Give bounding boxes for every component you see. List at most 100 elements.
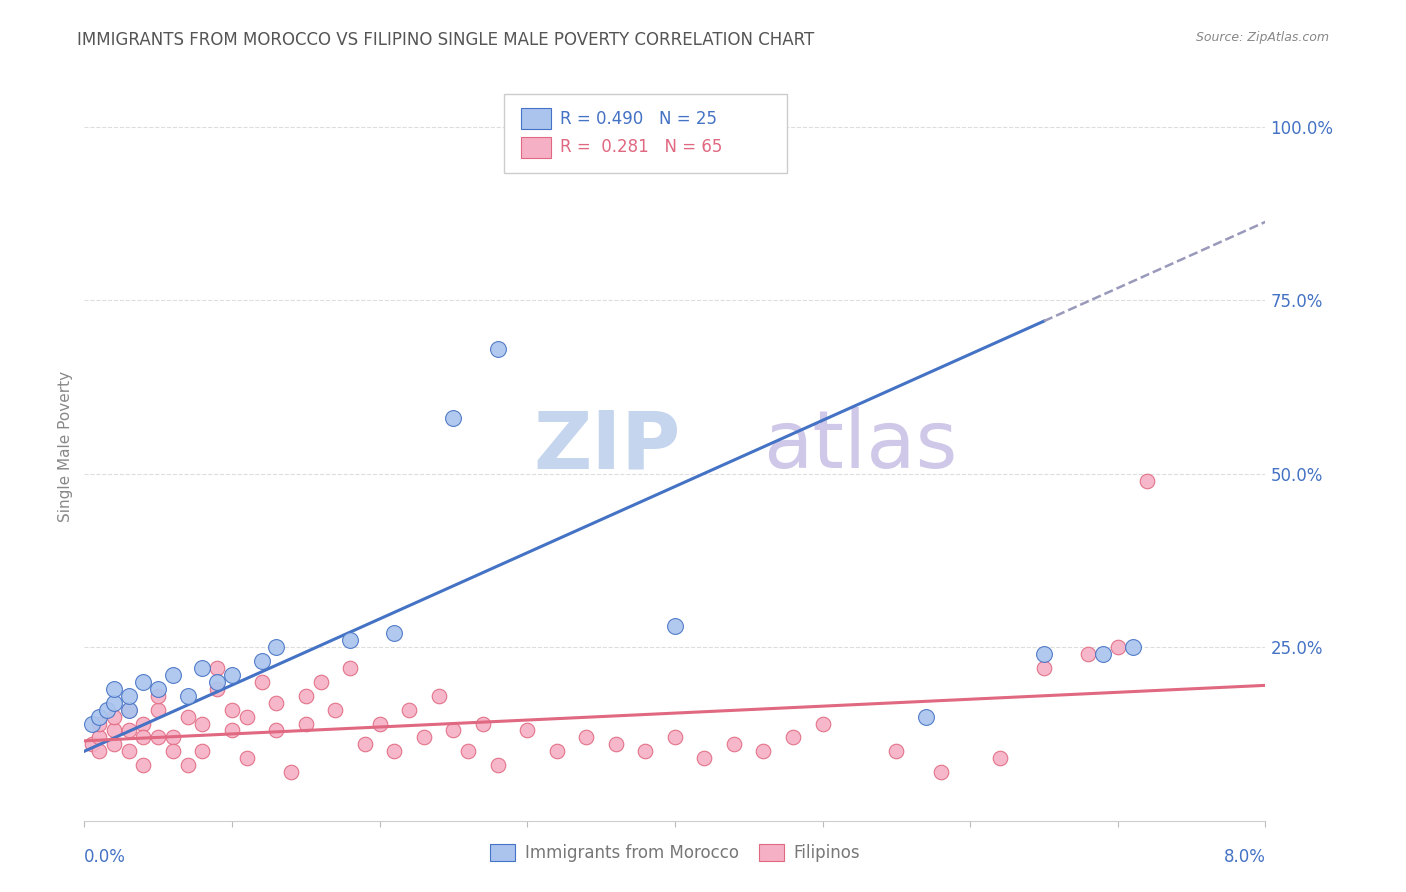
Point xyxy=(96,703,118,717)
Point xyxy=(221,723,243,738)
Text: IMMIGRANTS FROM MOROCCO VS FILIPINO SINGLE MALE POVERTY CORRELATION CHART: IMMIGRANTS FROM MOROCCO VS FILIPINO SING… xyxy=(77,31,814,49)
Point xyxy=(235,751,259,765)
Point xyxy=(988,751,1011,765)
Text: ZIP: ZIP xyxy=(533,407,681,485)
Point xyxy=(398,703,420,717)
Point xyxy=(486,758,509,772)
Point xyxy=(413,731,436,745)
Point xyxy=(148,703,170,717)
Point xyxy=(148,731,170,745)
Point xyxy=(1122,640,1144,655)
Point xyxy=(264,723,288,738)
Point xyxy=(207,681,229,696)
Point xyxy=(811,716,834,731)
Text: R = 0.490   N = 25: R = 0.490 N = 25 xyxy=(561,110,717,128)
Point xyxy=(752,744,775,758)
Point xyxy=(546,744,568,758)
Point xyxy=(118,703,141,717)
Point xyxy=(118,689,141,703)
Point xyxy=(250,674,273,689)
Point xyxy=(221,703,243,717)
Point xyxy=(177,709,200,723)
Y-axis label: Single Male Poverty: Single Male Poverty xyxy=(58,370,73,522)
Point xyxy=(80,716,103,731)
Point xyxy=(443,723,465,738)
Point xyxy=(325,703,347,717)
Point xyxy=(309,674,332,689)
Point xyxy=(87,731,111,745)
Point xyxy=(664,619,686,633)
Point xyxy=(1033,661,1056,675)
Point xyxy=(929,765,952,780)
Point xyxy=(132,731,155,745)
Point xyxy=(295,689,318,703)
Point xyxy=(1136,474,1159,488)
Point xyxy=(148,681,170,696)
Point xyxy=(782,731,804,745)
FancyBboxPatch shape xyxy=(503,94,787,172)
Point xyxy=(339,633,361,648)
Point xyxy=(457,744,479,758)
Point xyxy=(427,689,450,703)
Point xyxy=(486,342,509,356)
Point xyxy=(207,674,229,689)
Point xyxy=(207,661,229,675)
Point xyxy=(87,744,111,758)
Point xyxy=(87,709,111,723)
Point xyxy=(162,744,184,758)
Text: Source: ZipAtlas.com: Source: ZipAtlas.com xyxy=(1195,31,1329,45)
FancyBboxPatch shape xyxy=(522,136,551,158)
Point xyxy=(103,737,125,751)
Point xyxy=(162,668,184,682)
Point xyxy=(634,744,657,758)
Point xyxy=(664,731,686,745)
FancyBboxPatch shape xyxy=(522,108,551,129)
Point xyxy=(723,737,745,751)
Point xyxy=(118,703,141,717)
Point xyxy=(605,737,627,751)
Point xyxy=(384,744,406,758)
Point xyxy=(103,696,125,710)
Point xyxy=(443,411,465,425)
Point xyxy=(221,668,243,682)
Point xyxy=(80,737,103,751)
Point xyxy=(235,709,259,723)
Legend: Immigrants from Morocco, Filipinos: Immigrants from Morocco, Filipinos xyxy=(482,837,868,869)
Point xyxy=(575,731,598,745)
Point xyxy=(915,709,938,723)
Point xyxy=(191,716,214,731)
Point xyxy=(295,716,318,731)
Point xyxy=(132,758,155,772)
Point xyxy=(162,731,184,745)
Point xyxy=(103,709,125,723)
Point xyxy=(339,661,361,675)
Point xyxy=(1107,640,1129,655)
Point xyxy=(264,696,288,710)
Point xyxy=(132,716,155,731)
Point xyxy=(177,689,200,703)
Point xyxy=(103,723,125,738)
Point xyxy=(886,744,908,758)
Point xyxy=(516,723,538,738)
Point xyxy=(250,654,273,668)
Point xyxy=(280,765,302,780)
Point xyxy=(191,744,214,758)
Point xyxy=(264,640,288,655)
Point xyxy=(384,626,406,640)
Point xyxy=(1077,647,1099,661)
Point xyxy=(1033,647,1056,661)
Point xyxy=(118,744,141,758)
Point xyxy=(177,758,200,772)
Point xyxy=(103,681,125,696)
Point xyxy=(354,737,377,751)
Point xyxy=(472,716,495,731)
Point xyxy=(368,716,391,731)
Text: atlas: atlas xyxy=(763,407,957,485)
Text: 0.0%: 0.0% xyxy=(84,848,127,866)
Point xyxy=(118,723,141,738)
Text: 8.0%: 8.0% xyxy=(1223,848,1265,866)
Point xyxy=(1092,647,1115,661)
Text: R =  0.281   N = 65: R = 0.281 N = 65 xyxy=(561,138,723,156)
Point xyxy=(148,689,170,703)
Point xyxy=(693,751,716,765)
